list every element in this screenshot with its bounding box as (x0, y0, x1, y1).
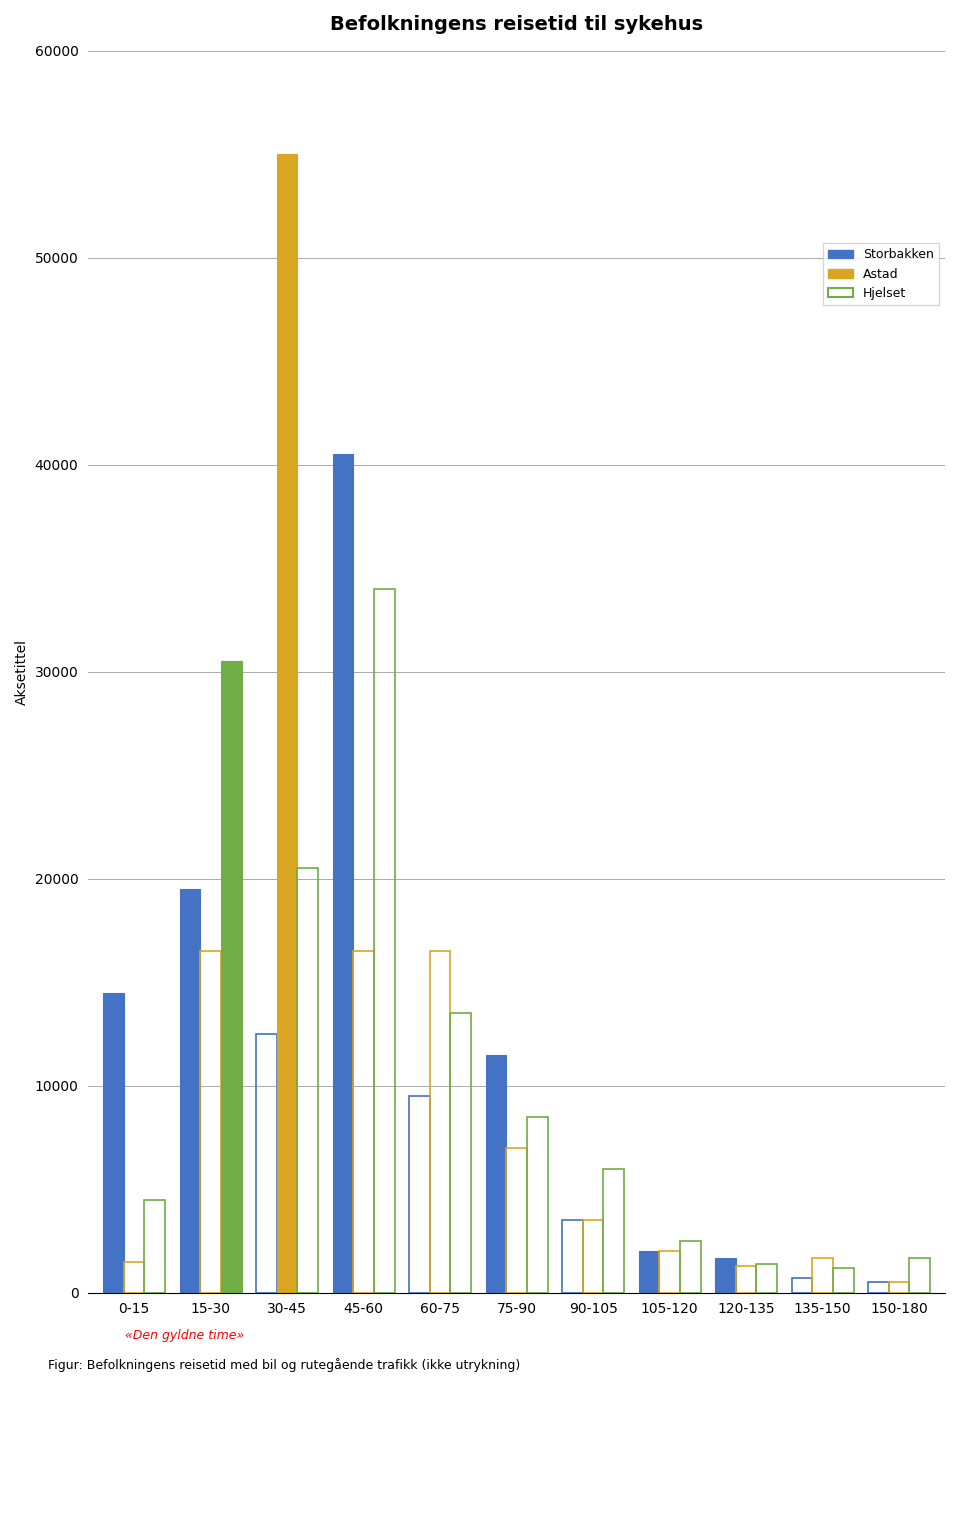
Text: «Den gyldne time»: «Den gyldne time» (125, 1328, 244, 1342)
Bar (715, 1257, 735, 1292)
Bar (180, 890, 201, 1292)
Bar (256, 1033, 276, 1292)
Bar (486, 1055, 506, 1292)
Bar (298, 868, 318, 1292)
Bar (638, 1251, 660, 1292)
Bar (604, 1168, 624, 1292)
Bar (583, 1221, 604, 1292)
Y-axis label: Aksetittel: Aksetittel (15, 638, 29, 705)
Bar (409, 1095, 430, 1292)
Text: Figur: Befolkningens reisetid med bil og rutegående trafikk (ikke utrykning): Figur: Befolkningens reisetid med bil og… (48, 1359, 520, 1372)
Bar (144, 1200, 165, 1292)
Bar (868, 1283, 889, 1292)
Bar (221, 661, 242, 1292)
Bar (756, 1263, 777, 1292)
Bar (353, 952, 373, 1292)
Bar (527, 1117, 547, 1292)
Bar (103, 993, 124, 1292)
Bar (563, 1221, 583, 1292)
Bar (909, 1257, 930, 1292)
Bar (124, 1262, 144, 1292)
Bar (373, 589, 395, 1292)
Bar (660, 1251, 680, 1292)
Title: Befolkningens reisetid til sykehus: Befolkningens reisetid til sykehus (330, 15, 703, 33)
Legend: Storbakken, Astad, Hjelset: Storbakken, Astad, Hjelset (823, 244, 939, 304)
Bar (812, 1257, 833, 1292)
Bar (792, 1278, 812, 1292)
Bar (833, 1268, 853, 1292)
Bar (680, 1241, 701, 1292)
Bar (450, 1014, 471, 1292)
Bar (276, 154, 298, 1292)
Bar (735, 1266, 756, 1292)
Bar (889, 1283, 909, 1292)
Bar (430, 952, 450, 1292)
Bar (506, 1148, 527, 1292)
Bar (332, 454, 353, 1292)
Bar (201, 952, 221, 1292)
